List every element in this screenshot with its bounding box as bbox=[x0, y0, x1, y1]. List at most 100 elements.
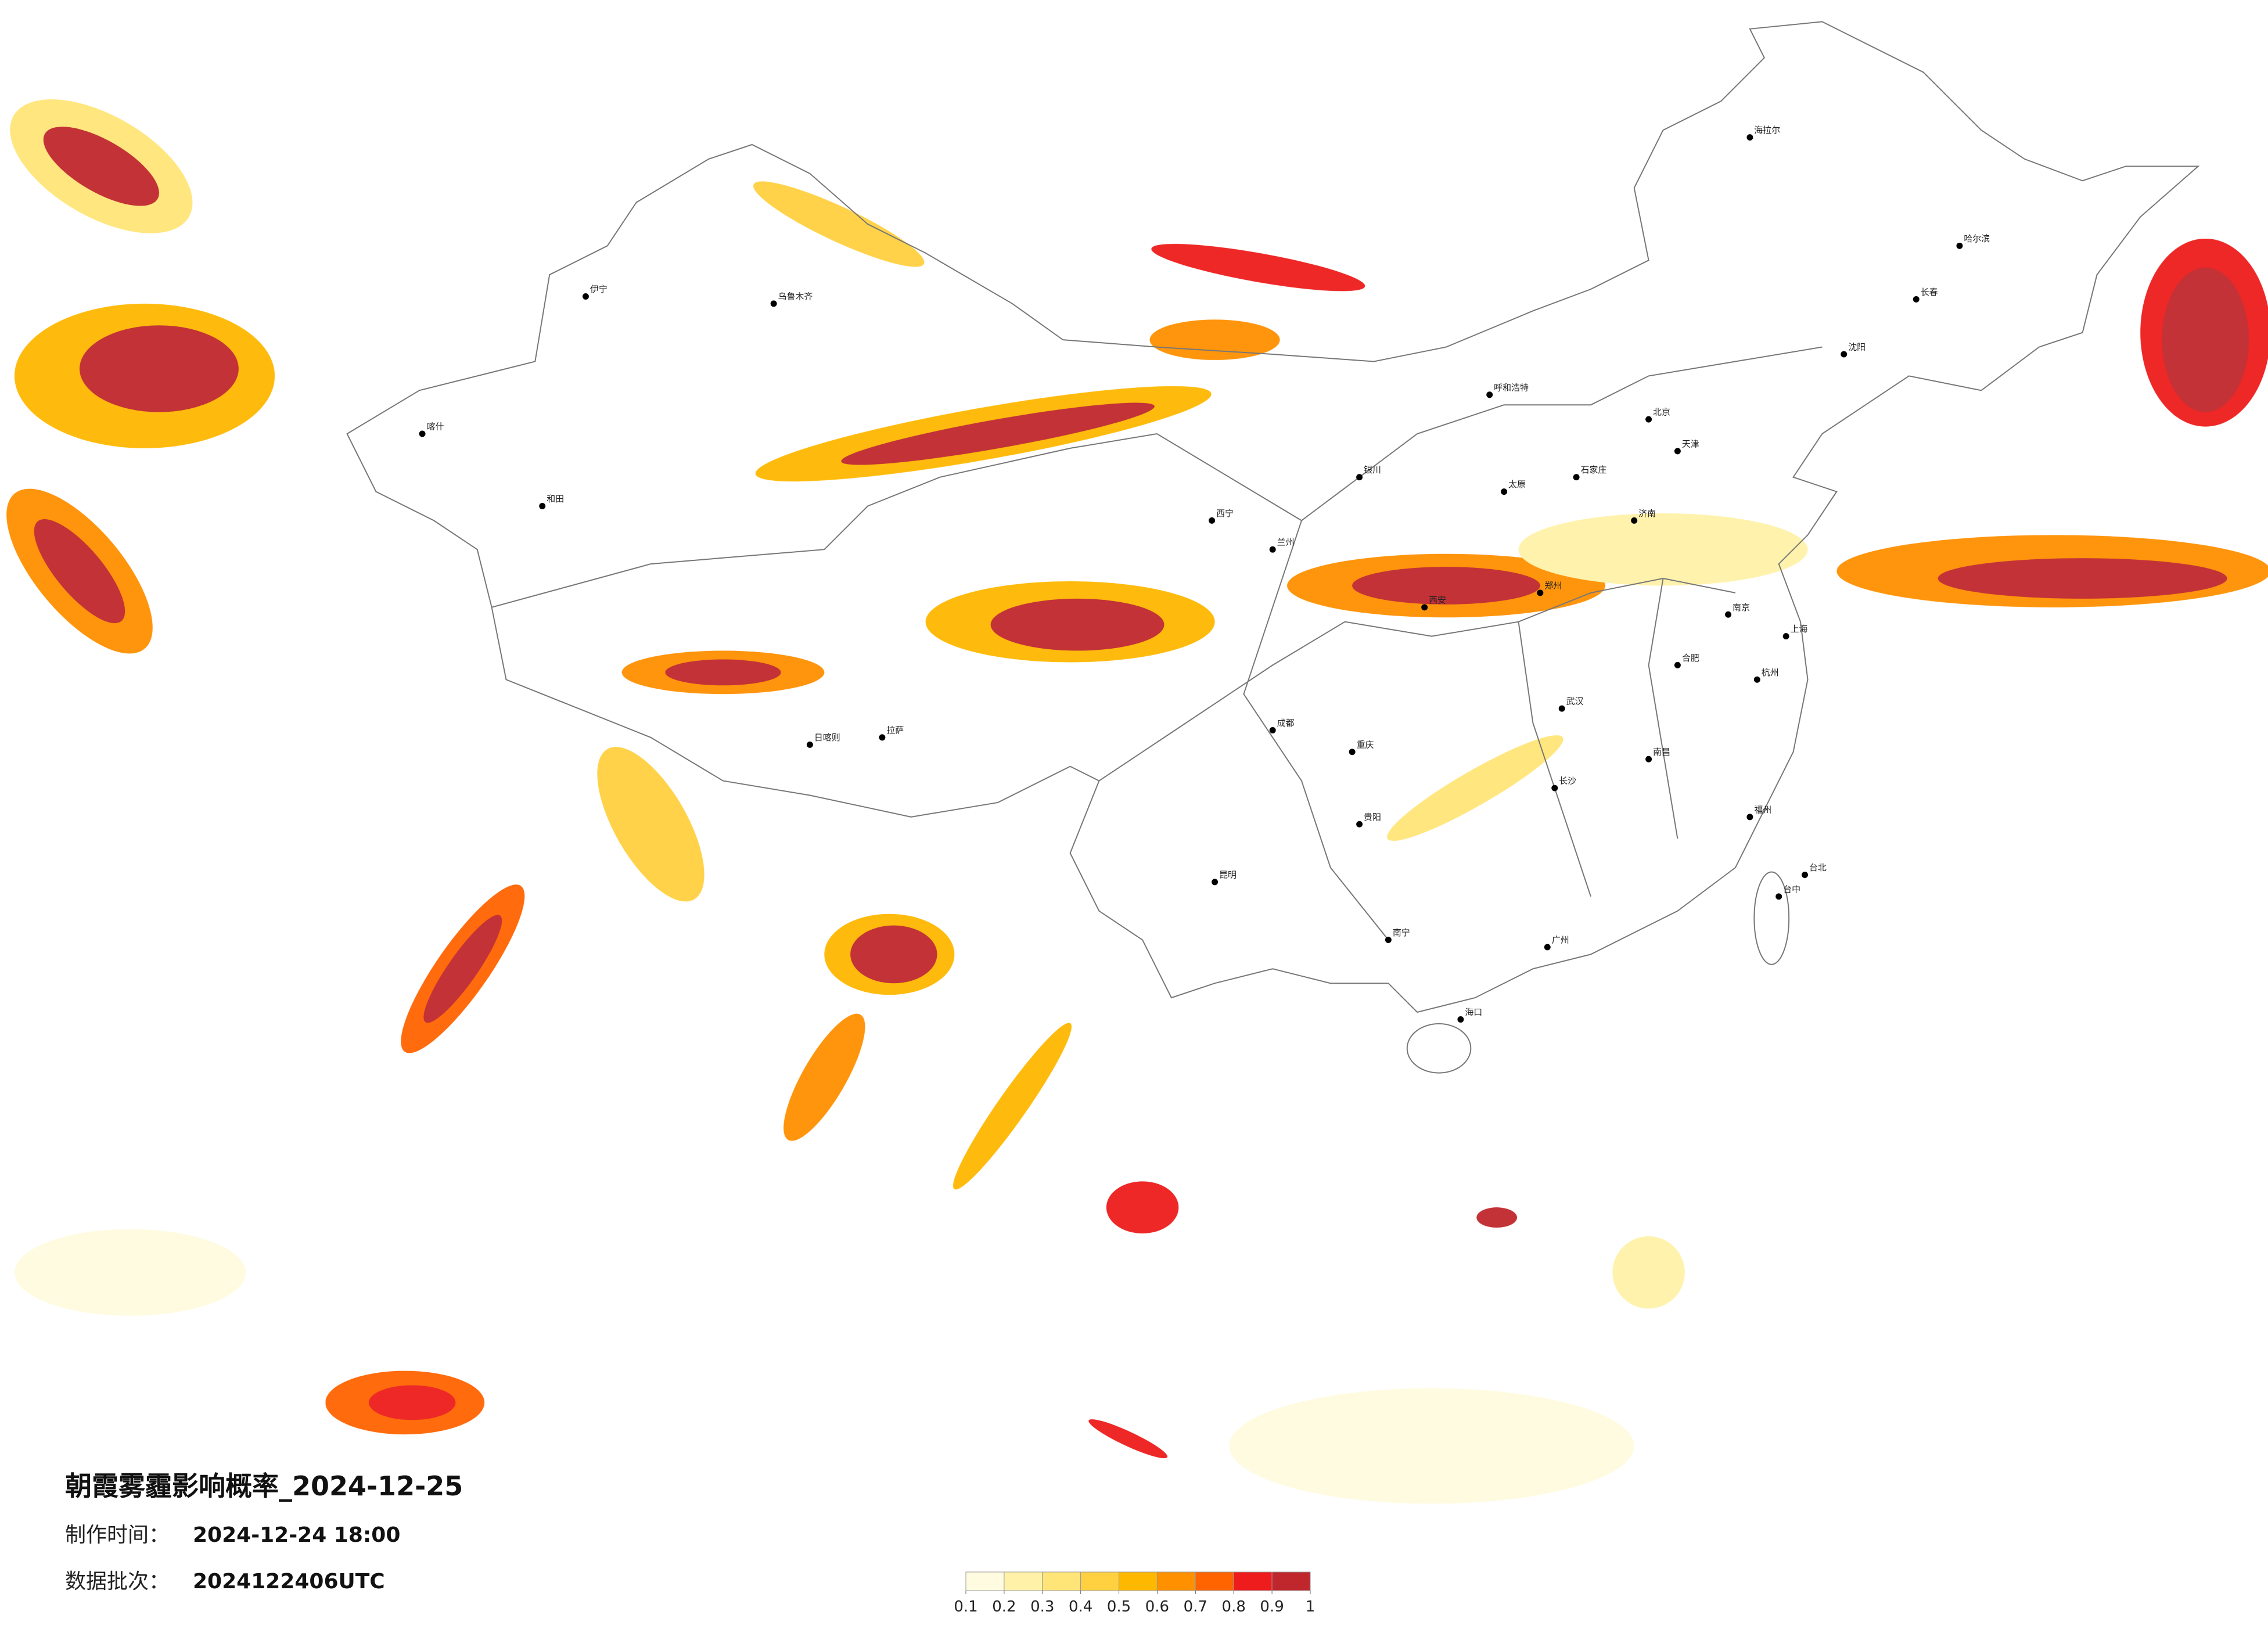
city-label: 合肥 bbox=[1682, 653, 1699, 663]
city-label: 上海 bbox=[1791, 624, 1808, 634]
city-label: 杭州 bbox=[1762, 667, 1779, 678]
country-outline bbox=[346, 21, 2200, 1013]
city-label: 拉萨 bbox=[886, 725, 904, 735]
city-dot bbox=[1746, 814, 1753, 821]
city-label: 台北 bbox=[1809, 862, 1827, 873]
city-dot bbox=[1349, 749, 1356, 756]
city-dot bbox=[1782, 633, 1789, 640]
city-label: 日喀则 bbox=[814, 732, 840, 743]
colorbar-swatch bbox=[1080, 1571, 1120, 1591]
city-label: 成都 bbox=[1277, 718, 1295, 728]
province-boundary bbox=[491, 346, 1823, 941]
city-dot bbox=[1645, 416, 1652, 423]
city-label: 郑州 bbox=[1544, 580, 1562, 591]
city-label: 长沙 bbox=[1559, 776, 1576, 786]
city-label: 南京 bbox=[1733, 602, 1750, 613]
city-dot bbox=[1356, 821, 1363, 828]
colorbar: 0.1 0.2 0.3 0.4 0.5 0.6 0.7 0.8 0.9 1 bbox=[954, 1571, 1315, 1616]
city-dot bbox=[1645, 756, 1652, 762]
island-outline bbox=[1753, 871, 1790, 965]
city-dot bbox=[1269, 726, 1276, 733]
city-label: 海口 bbox=[1465, 1007, 1482, 1017]
city-dot bbox=[1753, 676, 1760, 683]
city-label: 南昌 bbox=[1653, 747, 1670, 757]
city-label: 西宁 bbox=[1216, 508, 1234, 519]
colorbar-swatch bbox=[1233, 1571, 1273, 1591]
made-value: 2024-12-24 18:00 bbox=[193, 1523, 400, 1547]
city-label: 南宁 bbox=[1393, 927, 1410, 938]
city-dot bbox=[582, 293, 589, 300]
city-dot bbox=[1631, 517, 1638, 524]
city-dot bbox=[1674, 448, 1681, 455]
colorbar-swatch bbox=[1004, 1571, 1043, 1591]
colorbar-tick-label: 0.4 bbox=[1069, 1598, 1092, 1616]
city-dot bbox=[1551, 785, 1558, 792]
city-label: 海拉尔 bbox=[1754, 125, 1780, 135]
city-label: 西安 bbox=[1429, 595, 1446, 605]
city-label: 伊宁 bbox=[590, 284, 608, 294]
colorbar-tick-label: 0.8 bbox=[1222, 1598, 1246, 1616]
city-label: 贵阳 bbox=[1364, 812, 1381, 822]
city-label: 台中 bbox=[1783, 884, 1800, 894]
city-dot bbox=[1775, 893, 1782, 900]
batch-value: 2024122406UTC bbox=[193, 1570, 385, 1593]
colorbar-swatch bbox=[1156, 1571, 1196, 1591]
city-dot bbox=[1537, 589, 1544, 596]
colorbar-tick-label: 0.3 bbox=[1030, 1598, 1054, 1616]
island-outline bbox=[1406, 1023, 1472, 1074]
colorbar-swatch bbox=[1042, 1571, 1081, 1591]
city-label: 广州 bbox=[1552, 934, 1569, 945]
city-dot bbox=[1573, 474, 1580, 481]
city-dot bbox=[1486, 391, 1493, 398]
city-label: 济南 bbox=[1638, 508, 1656, 519]
city-dot bbox=[1501, 488, 1508, 495]
haze-field bbox=[6, 99, 2268, 1504]
made-label: 制作时间： bbox=[65, 1523, 170, 1547]
city-dot bbox=[1209, 517, 1216, 524]
city-dot bbox=[1269, 546, 1276, 553]
colorbar-tick-label: 1 bbox=[1306, 1598, 1315, 1616]
colorbar-tick-label: 0.7 bbox=[1184, 1598, 1207, 1616]
city-dot bbox=[1725, 611, 1732, 618]
colorbar-tick-label: 0.1 bbox=[954, 1598, 977, 1616]
boundaries bbox=[346, 21, 2200, 1074]
colorbar-swatch bbox=[1195, 1571, 1234, 1591]
city-label: 天津 bbox=[1682, 438, 1699, 449]
city-label: 北京 bbox=[1653, 407, 1670, 418]
colorbar-tick-label: 0.2 bbox=[992, 1598, 1016, 1616]
city-dot bbox=[419, 430, 426, 437]
city-dot bbox=[806, 741, 813, 748]
city-label: 石家庄 bbox=[1581, 465, 1607, 475]
city-dot bbox=[1356, 474, 1363, 481]
city-label: 兰州 bbox=[1277, 537, 1295, 548]
city-dot bbox=[1558, 705, 1565, 712]
city-label: 太原 bbox=[1508, 479, 1526, 490]
colorbar-tick-label: 0.9 bbox=[1260, 1598, 1284, 1616]
city-label: 重庆 bbox=[1357, 739, 1374, 750]
city-dot bbox=[1421, 604, 1428, 611]
city-label: 武汉 bbox=[1566, 696, 1584, 707]
city-dot bbox=[539, 503, 546, 509]
city-dot bbox=[1674, 661, 1681, 668]
city-label: 长春 bbox=[1921, 287, 1938, 297]
city-label: 哈尔滨 bbox=[1964, 233, 1990, 244]
title: 朝霞雾霾影响概率_2024-12-25 bbox=[65, 1470, 463, 1502]
city-label: 呼和浩特 bbox=[1494, 382, 1529, 393]
city-label: 昆明 bbox=[1219, 869, 1237, 880]
city-label: 和田 bbox=[547, 494, 564, 504]
colorbar-swatch bbox=[965, 1571, 1005, 1591]
city-dot bbox=[1385, 937, 1392, 943]
city-dot bbox=[1841, 351, 1848, 358]
city-label: 福州 bbox=[1754, 804, 1771, 815]
city-dot bbox=[1212, 879, 1219, 886]
city-label: 银川 bbox=[1364, 465, 1381, 475]
city-label: 喀什 bbox=[427, 422, 444, 432]
city-label: 沈阳 bbox=[1848, 342, 1866, 352]
city-dot bbox=[1746, 134, 1753, 141]
city-dot bbox=[879, 734, 886, 741]
city-dot bbox=[1802, 871, 1808, 878]
city-dot bbox=[1956, 242, 1963, 249]
